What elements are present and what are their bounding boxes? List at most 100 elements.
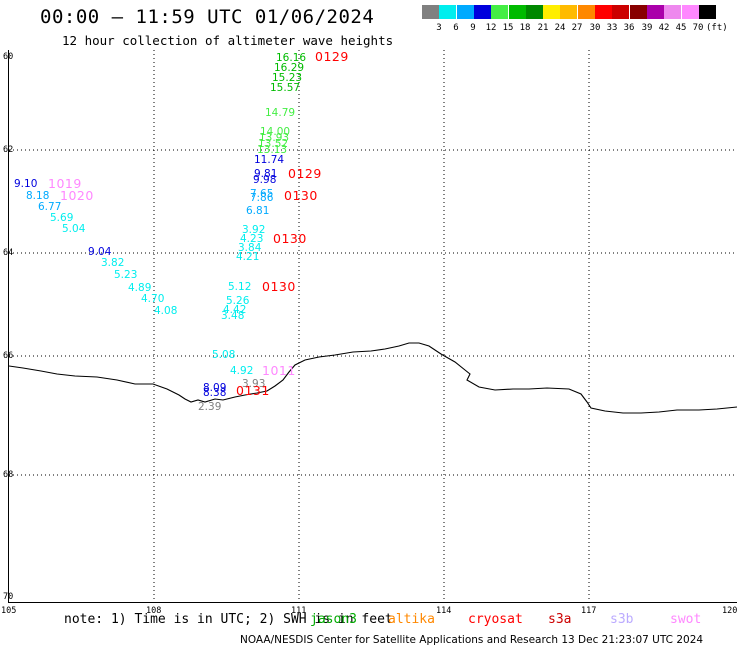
legend-level: 9 (470, 23, 476, 33)
wave-height-label: 4.70 (141, 293, 165, 305)
wave-height-label: 5.23 (114, 269, 138, 281)
legend-swatch (439, 5, 457, 19)
wave-height-label: 2.39 (198, 401, 222, 413)
legend-level: 36 (623, 23, 635, 33)
wave-height-label: 3.84 (238, 242, 262, 254)
wave-height-label: 4.89 (128, 282, 152, 294)
lon-label: 108 (146, 606, 162, 616)
wave-height-label: 4.21 (236, 251, 260, 263)
wave-height-label: 5.04 (62, 223, 86, 235)
lat-label: 64 (3, 248, 14, 258)
legend-swatch (491, 5, 509, 19)
lat-label: 66 (3, 351, 14, 361)
legend-swatch (422, 5, 439, 19)
wave-height-label: 4.23 (240, 233, 264, 245)
wave-height-label: 9.98 (253, 174, 277, 186)
wave-height-label: 3.92 (242, 224, 266, 236)
lon-label: 105 (1, 606, 17, 616)
pass-time-label: 0130 (262, 279, 296, 294)
wave-height-label: 5.26 (226, 295, 250, 307)
legend-swatch (629, 5, 647, 19)
wave-height-label: 6.77 (38, 201, 62, 213)
wave-height-label: 8.18 (26, 190, 50, 202)
wave-height-label: 13.93 (259, 132, 290, 144)
wave-height-label: 9.04 (88, 246, 112, 258)
pass-time-label: 0130 (273, 231, 307, 246)
wave-height-label: 6.81 (246, 205, 270, 217)
wave-height-label: 4.42 (223, 304, 247, 316)
wave-height-label: 16.29 (274, 62, 305, 74)
satellite-label-s3b: s3b (610, 612, 634, 627)
wave-height-label: 3.82 (101, 257, 125, 269)
satellite-label-s3a: s3a (548, 612, 572, 627)
wave-height-label: 8.38 (203, 387, 227, 399)
lat-label: 62 (3, 145, 14, 155)
wave-height-label: 15.23 (272, 72, 303, 84)
satellite-label-swot: swot (670, 612, 702, 627)
wave-height-label: 7.86 (250, 192, 274, 204)
lon-label: 114 (436, 606, 452, 616)
legend-level: 3 (436, 23, 442, 33)
lon-label: 111 (291, 606, 307, 616)
legend-swatch (456, 5, 474, 19)
legend-level: 27 (571, 23, 583, 33)
pass-time-label: 0130 (284, 188, 318, 203)
legend-swatch (698, 5, 716, 19)
legend-level: 12 (485, 23, 497, 33)
pass-time-label: 1019 (48, 176, 82, 191)
pass-time-label: 0129 (315, 49, 349, 64)
legend-swatch (543, 5, 561, 19)
wave-height-label: 9.81 (254, 168, 278, 180)
wave-height-label: 14.79 (265, 107, 296, 119)
legend-level: 18 (519, 23, 531, 33)
wave-height-label: 13.13 (257, 144, 288, 156)
credit-line: NOAA/NESDIS Center for Satellite Applica… (240, 634, 704, 646)
wave-height-label: 5.12 (228, 281, 252, 293)
legend-level: 70 (692, 23, 704, 33)
legend-level: 33 (606, 23, 618, 33)
legend-level: 30 (589, 23, 601, 33)
legend-level: 15 (502, 23, 514, 33)
map-subtitle: 12 hour collection of altimeter wave hei… (62, 33, 394, 48)
legend-level: 45 (675, 23, 687, 33)
legend-level: 39 (641, 23, 653, 33)
wave-height-label: 13.52 (258, 138, 289, 150)
satellite-label-jason3: jason3 (310, 612, 357, 627)
wave-height-label: 16.16 (276, 52, 307, 64)
lat-label: 60 (3, 52, 14, 62)
legend-unit: (ft) (706, 23, 728, 33)
legend-swatch (664, 5, 682, 19)
legend-swatch (646, 5, 664, 19)
footer-note: note: 1) Time is in UTC; 2) SWH is in fe… (64, 612, 393, 627)
map-canvas (9, 50, 737, 602)
wave-height-label: 4.08 (154, 305, 178, 317)
legend-level: 24 (554, 23, 566, 33)
wave-height-label: 14.00 (260, 126, 291, 138)
satellite-label-cryosat: cryosat (468, 612, 523, 627)
pass-time-label: 1020 (60, 188, 94, 203)
wave-height-label: 5.69 (50, 212, 74, 224)
legend-swatch (560, 5, 578, 19)
legend-swatch (508, 5, 526, 19)
pass-time-label: 0129 (288, 166, 322, 181)
legend-level: 42 (658, 23, 670, 33)
legend-swatch (595, 5, 612, 19)
legend-level: 6 (453, 23, 459, 33)
wave-height-label: 15.57 (270, 82, 301, 94)
wave-height-label: 8.09 (203, 382, 227, 394)
lon-label: 120 (722, 606, 738, 616)
wave-height-label: 7.65 (250, 188, 274, 200)
lon-label: 117 (581, 606, 597, 616)
legend-swatch (577, 5, 595, 19)
pass-time-label: 0131 (236, 383, 270, 398)
coastline-outline (9, 342, 737, 414)
legend-swatch (681, 5, 699, 19)
map-title: 00:00 – 11:59 UTC 01/06/2024 (40, 6, 375, 28)
wave-height-label: 3.48 (221, 310, 245, 322)
legend-swatch (525, 5, 543, 19)
pass-time-label: 1011 (262, 363, 296, 378)
graticule (9, 50, 737, 602)
wave-height-label: 5.08 (212, 349, 236, 361)
legend-level: 21 (537, 23, 549, 33)
satellite-label-altika: altika (388, 612, 435, 627)
